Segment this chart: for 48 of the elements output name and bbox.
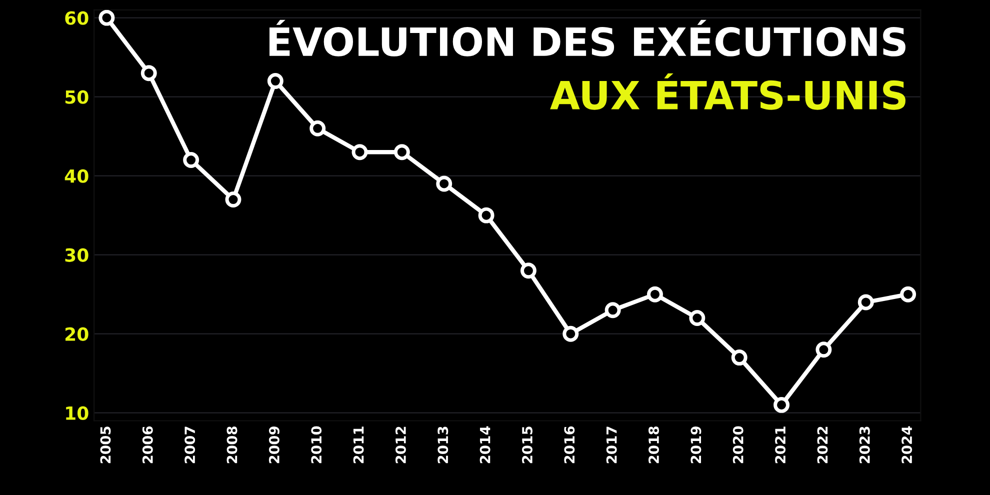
y-tick-label: 50: [65, 90, 88, 104]
point: [140, 65, 157, 82]
text: AUX ÉTATS-UNIS: [550, 73, 906, 110]
y-tick-label: 10: [66, 406, 88, 420]
point: [604, 302, 621, 318]
point: [858, 294, 874, 310]
x-tick-label: 2006: [142, 426, 153, 464]
y-tick-label: 60: [65, 11, 88, 25]
point: [731, 350, 748, 366]
point: [689, 310, 706, 326]
x-tick-label: 2018: [648, 426, 660, 464]
y-tick-label: 40: [64, 169, 88, 183]
point: [520, 262, 536, 279]
x-tick-label: 2009: [268, 426, 280, 464]
point: [267, 73, 284, 89]
chart-title: ÉVOLUTION DES EXÉCUTIONS: [270, 20, 906, 56]
point: [816, 342, 832, 358]
point: [352, 144, 368, 160]
x-tick-label: 2023: [859, 426, 870, 464]
x-tick-label: 2010: [311, 426, 322, 464]
point: [478, 207, 494, 224]
point: [98, 10, 115, 26]
x-tick-label: 2021: [775, 426, 786, 464]
x-tick-label: 2024: [902, 426, 912, 464]
x-tick-label: 2020: [732, 426, 744, 464]
point: [183, 152, 200, 168]
point: [562, 326, 579, 342]
x-tick-label: 2008: [226, 426, 238, 464]
x-tick-label: 2014: [480, 426, 490, 464]
point: [774, 396, 790, 413]
x-tick-label: 2013: [438, 426, 448, 464]
x-tick-label: 2007: [184, 426, 196, 464]
point: [310, 120, 326, 136]
x-tick-label: 2005: [100, 426, 111, 464]
x-tick-label: 2011: [353, 426, 364, 464]
x-tick-label: 2022: [817, 426, 828, 464]
x-tick-label: 2012: [395, 426, 406, 464]
y-tick-label: 20: [65, 327, 88, 341]
y-tick-label: 30: [65, 248, 88, 262]
point: [900, 286, 916, 302]
point: [394, 144, 410, 160]
point: [647, 286, 663, 302]
x-tick-label: 2016: [564, 426, 575, 464]
x-tick-label: 2019: [690, 426, 702, 464]
x-tick-label: 2017: [606, 426, 617, 464]
point: [225, 192, 242, 208]
point: [436, 176, 452, 192]
x-tick-label: 2015: [522, 426, 532, 464]
